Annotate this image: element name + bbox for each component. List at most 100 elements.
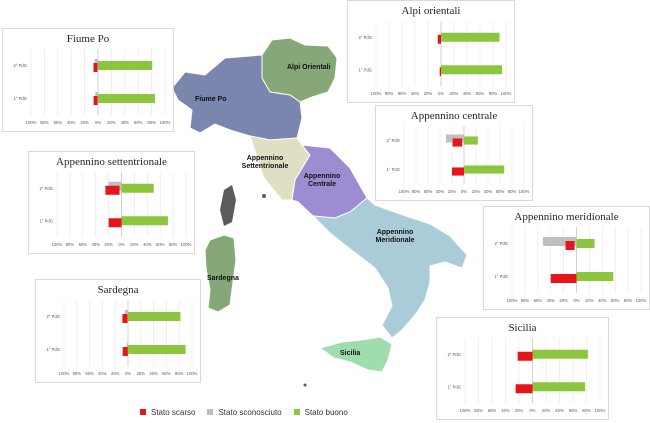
- x-tick-label: 0%: [125, 371, 131, 376]
- x-tick-label: 0%: [438, 91, 444, 96]
- map-label-fiume-po: Fiume Po: [195, 96, 227, 103]
- legend-item-sconosciuto: Stato sconosciuto: [207, 407, 282, 417]
- x-tick-label: 60%: [398, 91, 407, 96]
- bar-stato-scarso: [122, 347, 128, 356]
- x-tick-label: 0%: [118, 242, 124, 247]
- x-tick-label: 20%: [559, 298, 568, 303]
- bar-stato-scarso: [122, 314, 128, 323]
- x-tick-label: 100%: [371, 91, 382, 96]
- bar-stato-buono: [128, 312, 181, 321]
- bar-stato-buono: [121, 183, 154, 193]
- x-tick-label: 80%: [73, 371, 82, 376]
- chart-title: Sardegna: [97, 284, 139, 296]
- category-label: 1° PdG: [13, 96, 27, 101]
- x-tick-label: 100%: [501, 91, 512, 96]
- legend-label-scarso: Stato scarso: [151, 407, 196, 417]
- legend-item-scarso: Stato scarso: [140, 408, 195, 417]
- chart-title: Appennino centrale: [410, 110, 498, 122]
- x-tick-label: 60%: [162, 371, 171, 376]
- x-tick-label: 40%: [484, 189, 493, 194]
- x-tick-label: 40%: [436, 189, 445, 194]
- bar-stato-scarso: [437, 34, 441, 44]
- island-corsica: [220, 185, 236, 226]
- x-tick-label: 100%: [59, 371, 70, 376]
- x-tick-label: 80%: [175, 371, 184, 376]
- bar-stato-buono: [98, 61, 153, 70]
- x-tick-label: 60%: [134, 120, 143, 125]
- map-label-sardegna: Sardegna: [207, 275, 239, 282]
- category-label: 1° PdG: [386, 167, 400, 172]
- x-tick-label: 60%: [534, 298, 543, 303]
- x-tick-label: 20%: [130, 242, 139, 247]
- region-appennino-meridionale: [311, 197, 468, 339]
- chart-panel-appennino-meridionale: Appennino meridionale 100% 80% 60% 40% 20% 0%…: [483, 206, 650, 310]
- x-tick-label: 100%: [160, 120, 171, 125]
- map-label-appennino-meridionale-2: Meridionale: [376, 237, 415, 244]
- x-tick-label: 20%: [515, 408, 524, 413]
- x-tick-label: 20%: [450, 91, 459, 96]
- chart-title: Sicilia: [508, 322, 537, 334]
- x-tick-label: 100%: [181, 242, 192, 247]
- x-tick-label: 80%: [385, 91, 394, 96]
- category-label: 2° PdG: [46, 314, 60, 319]
- x-tick-label: 80%: [147, 120, 156, 125]
- x-tick-label: 0%: [95, 120, 101, 125]
- bar-stato-buono: [464, 136, 478, 145]
- chart-alpi-orientali: 100% 80% 60% 40% 20% 0% 20% 40% 60% 80% 100%2° PdG…: [358, 21, 512, 96]
- x-tick-label: 20%: [448, 189, 457, 194]
- x-tick-label: 100%: [636, 298, 647, 303]
- bar-stato-buono: [576, 239, 595, 248]
- bar-stato-buono: [441, 32, 500, 42]
- x-tick-label: 0%: [573, 298, 579, 303]
- x-tick-label: 80%: [40, 120, 49, 125]
- map-label-appennino-centrale: Appennino: [304, 173, 341, 180]
- x-tick-label: 20%: [424, 91, 433, 96]
- x-tick-label: 60%: [476, 91, 485, 96]
- map-label-sicilia: Sicilia: [340, 350, 360, 357]
- x-tick-label: 40%: [98, 371, 107, 376]
- x-tick-label: 60%: [488, 408, 497, 413]
- x-tick-label: 60%: [424, 189, 433, 194]
- x-tick-label: 40%: [143, 242, 152, 247]
- x-tick-label: 100%: [52, 242, 63, 247]
- island-elba: [262, 194, 266, 198]
- bar-stato-buono: [464, 165, 505, 174]
- chart-sicilia: 100% 80% 60% 40% 20% 0% 20% 40% 60% 80% 100%2° PdG…: [447, 338, 606, 413]
- bar-stato-scarso: [93, 96, 98, 105]
- x-tick-label: 20%: [472, 189, 481, 194]
- category-label: 1° PdG: [46, 347, 60, 352]
- x-tick-label: 40%: [501, 408, 510, 413]
- map-label-appennino-settentrionale: Appennino: [247, 155, 284, 162]
- bar-stato-buono: [121, 216, 168, 226]
- x-tick-label: 40%: [121, 120, 130, 125]
- chart-appennino-settentrionale: 100% 80% 60% 40% 20% 0% 20% 40% 60% 80% 100%2° PdG…: [39, 172, 192, 247]
- legend-label-sconosciuto: Stato sconosciuto: [218, 407, 282, 417]
- x-tick-label: 20%: [107, 120, 116, 125]
- x-tick-label: 60%: [496, 189, 505, 194]
- x-tick-label: 20%: [137, 371, 146, 376]
- bar-stato-buono: [98, 94, 155, 103]
- bar-stato-buono: [576, 272, 614, 281]
- x-tick-label: 80%: [521, 298, 530, 303]
- category-label: 1° PdG: [447, 384, 461, 389]
- bar-stato-scarso: [565, 241, 575, 250]
- x-tick-label: 40%: [463, 91, 472, 96]
- x-tick-label: 80%: [66, 242, 75, 247]
- x-tick-label: 40%: [149, 371, 158, 376]
- category-label: 2° PdG: [13, 63, 27, 68]
- x-tick-label: 40%: [92, 242, 101, 247]
- x-tick-label: 100%: [26, 120, 37, 125]
- chart-sardegna: 100% 80% 60% 40% 20% 0% 20% 40% 60% 80% 100%2° PdG…: [46, 300, 198, 376]
- x-tick-label: 80%: [169, 242, 178, 247]
- legend-swatch-sconosciuto: [207, 409, 214, 415]
- x-tick-label: 80%: [412, 189, 421, 194]
- map-label-appennino-settentrionale-2: Settentrionale: [242, 163, 289, 170]
- chart-panel-sardegna: Sardegna 100% 80% 60% 40% 20% 0% 20% 40% 60% 80% 1…: [35, 279, 201, 383]
- x-tick-label: 20%: [585, 298, 594, 303]
- bar-stato-scarso: [517, 351, 533, 361]
- x-tick-label: 100%: [187, 371, 198, 376]
- bar-stato-sconosciuto: [542, 237, 577, 246]
- chart-panel-alpi-orientali: Alpi orientali 100% 80% 60% 40% 20% 0% 20% 40% 6…: [347, 0, 515, 103]
- bar-stato-buono: [441, 65, 503, 75]
